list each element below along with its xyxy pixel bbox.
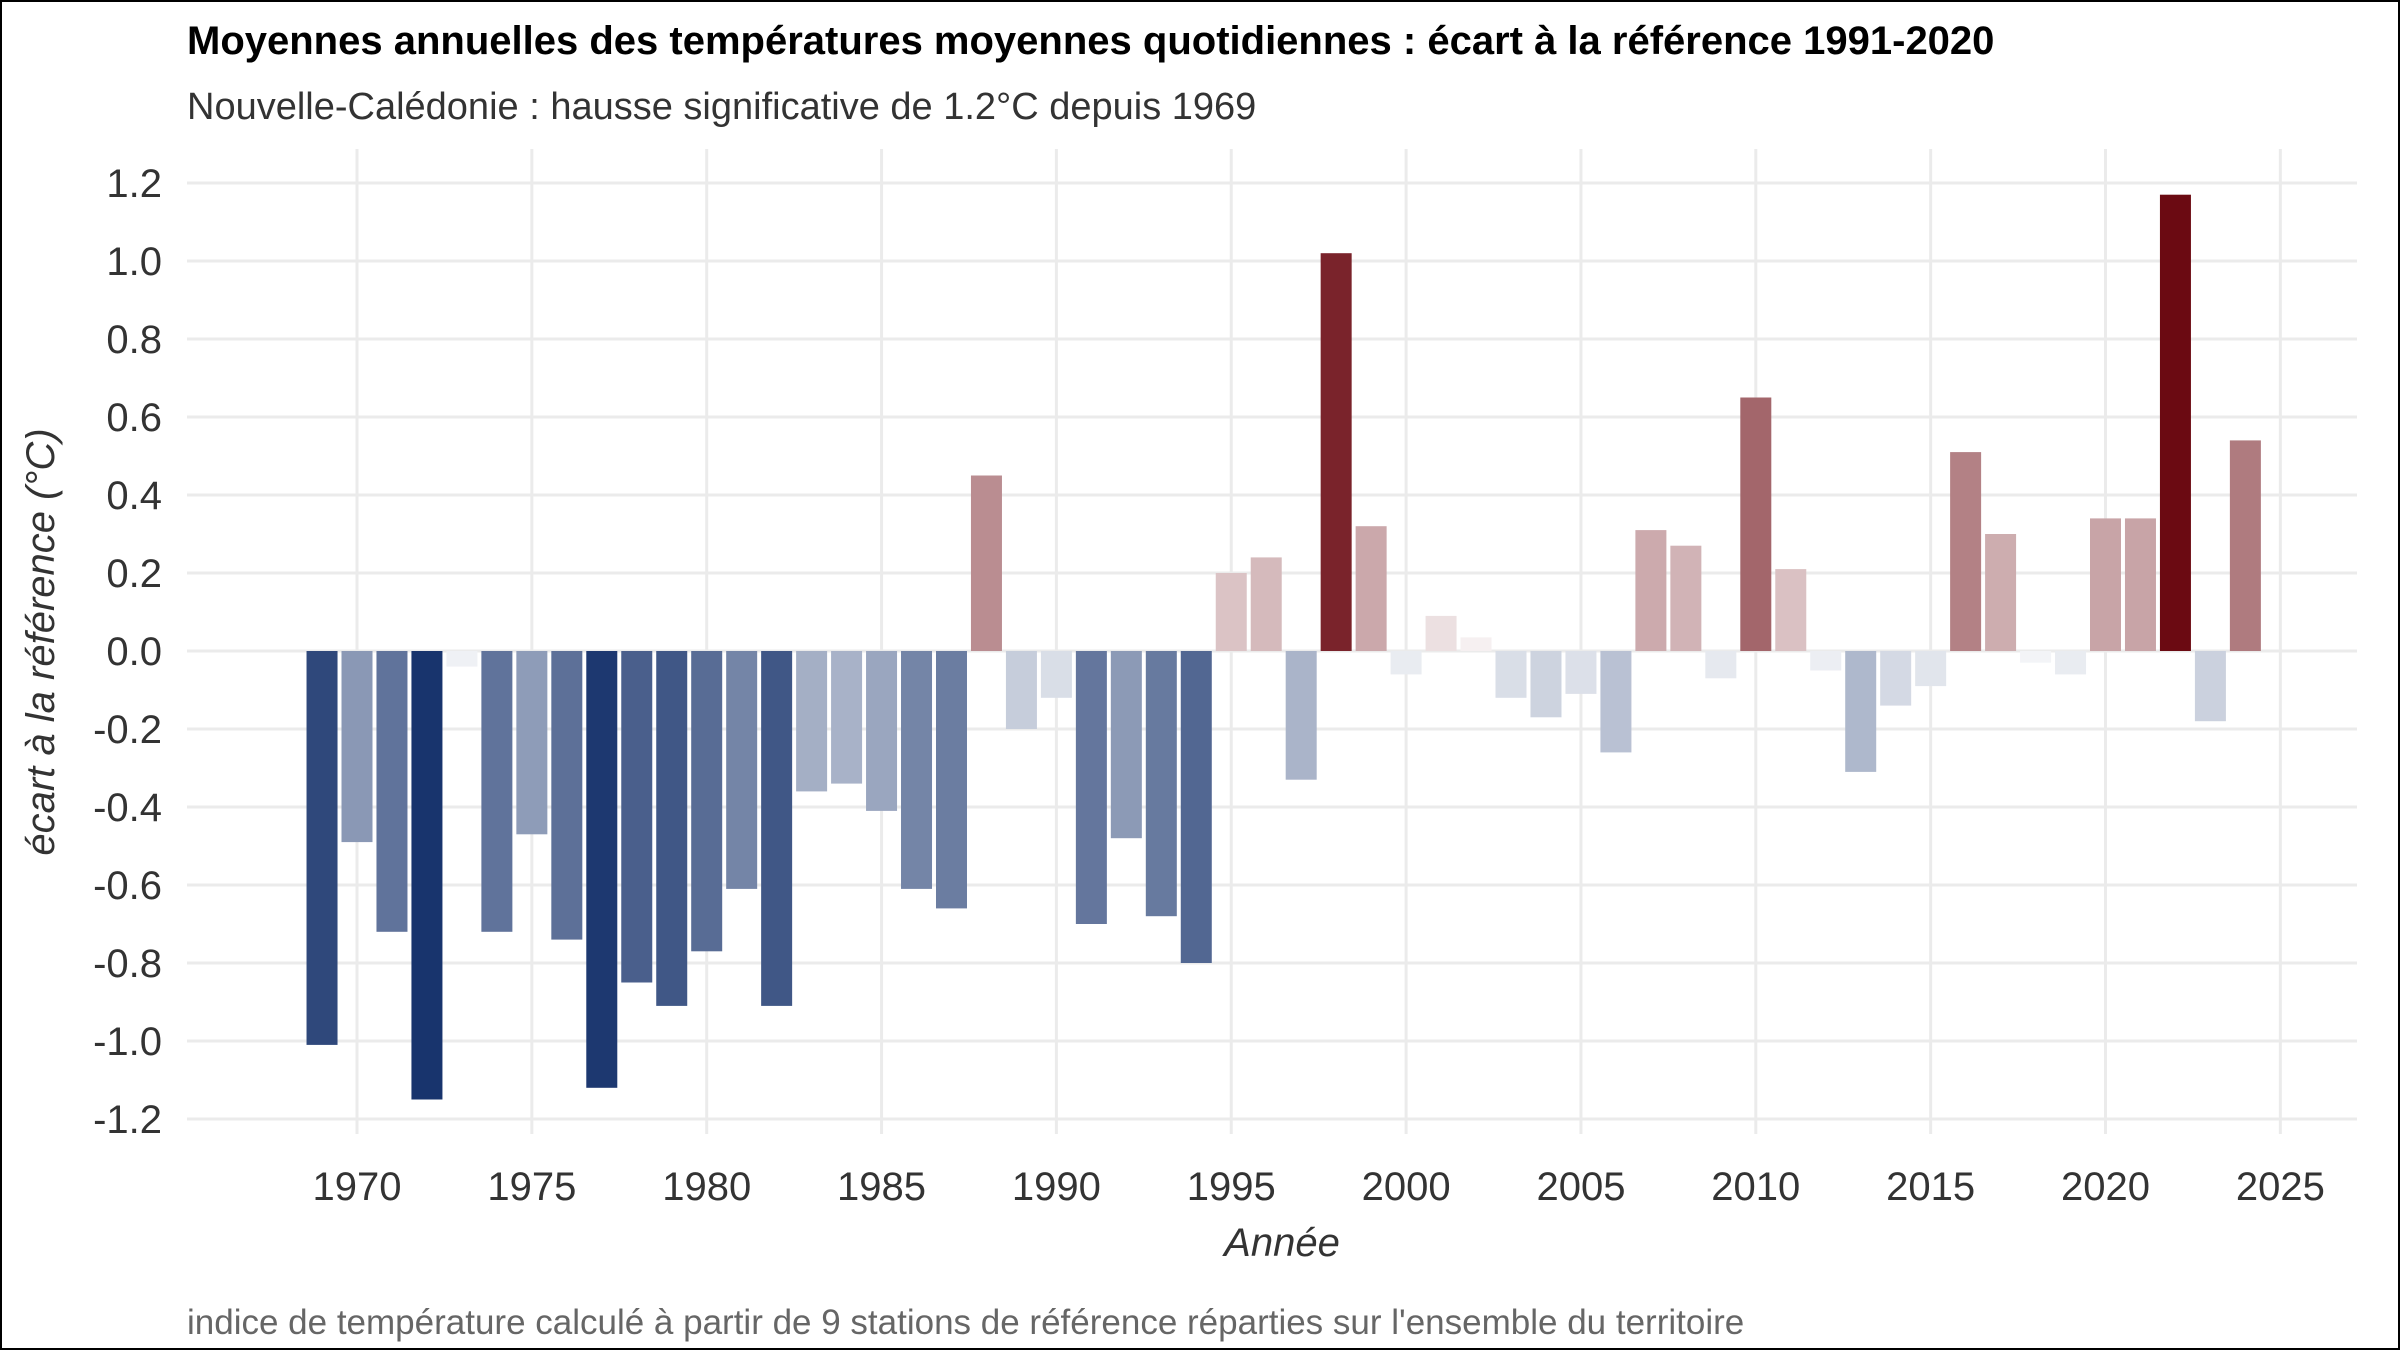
y-tick-label: -0.8	[93, 942, 162, 986]
bar-2014	[1880, 651, 1912, 706]
x-axis-ticks: 1970 1975 1980 1985 1990 1995 2000 2005 2010 2015…	[313, 1165, 2325, 1209]
bar-1986	[901, 651, 933, 889]
bar-2021	[2124, 518, 2156, 651]
chart-title: Moyennes annuelles des températures moye…	[187, 19, 1994, 63]
bar-1988	[970, 475, 1002, 651]
bar-1978	[621, 651, 653, 983]
x-tick-label: 1995	[1187, 1165, 1276, 1209]
bar-2017	[1985, 534, 2017, 651]
bar-1972	[411, 651, 443, 1100]
bar-2000	[1390, 651, 1422, 675]
y-tick-label: 0.2	[106, 552, 162, 596]
bar-1977	[586, 651, 618, 1088]
bar-1998	[1320, 253, 1352, 651]
bar-1979	[656, 651, 688, 1006]
x-tick-label: 1975	[487, 1165, 576, 1209]
y-axis-ticks: 1.2 1.0 0.8 0.6 0.4 0.2 0.0 -0.2 -0.4 -0.6 -0.8 -1.…	[93, 162, 162, 1142]
y-tick-label: 1.2	[106, 162, 162, 206]
bar-2006	[1600, 651, 1632, 753]
bar-2004	[1530, 651, 1562, 718]
bar-2013	[1845, 651, 1877, 772]
chart-subtitle: Nouvelle-Calédonie : hausse significativ…	[187, 86, 1256, 128]
bar-2024	[2229, 440, 2261, 651]
x-tick-label: 2025	[2236, 1165, 2325, 1209]
bar-2001	[1425, 615, 1457, 651]
bar-1991	[1075, 651, 1107, 924]
bars	[306, 194, 2261, 1100]
bar-1981	[726, 651, 758, 889]
bar-2016	[1950, 452, 1982, 651]
bar-2015	[1915, 651, 1947, 687]
bar-2019	[2055, 651, 2087, 675]
x-tick-label: 1990	[1012, 1165, 1101, 1209]
x-tick-label: 2000	[1362, 1165, 1451, 1209]
bar-1993	[1145, 651, 1177, 917]
bar-1971	[376, 651, 408, 932]
bar-1990	[1040, 651, 1072, 698]
y-tick-label: -1.0	[93, 1020, 162, 1064]
bar-2008	[1670, 545, 1702, 651]
bar-1997	[1285, 651, 1317, 780]
bar-1970	[341, 651, 373, 843]
bar-1995	[1215, 573, 1247, 651]
bar-2023	[2194, 651, 2226, 722]
y-tick-label: 0.6	[106, 396, 162, 440]
bar-2018	[2020, 651, 2052, 663]
bar-2005	[1565, 651, 1597, 694]
chart-caption: indice de température calculé à partir d…	[187, 1303, 1744, 1342]
bar-1973	[446, 651, 478, 667]
bar-2010	[1740, 397, 1772, 651]
bar-2007	[1635, 530, 1667, 651]
bar-1983	[796, 651, 828, 792]
x-tick-label: 1970	[313, 1165, 402, 1209]
bar-1989	[1005, 651, 1037, 729]
y-tick-label: -0.2	[93, 708, 162, 752]
bar-1984	[831, 651, 863, 784]
bar-2022	[2159, 194, 2191, 651]
y-tick-label: 0.0	[106, 630, 162, 674]
bar-2012	[1810, 651, 1842, 671]
x-tick-label: 1980	[662, 1165, 751, 1209]
bar-1974	[481, 651, 513, 932]
y-tick-label: -0.6	[93, 864, 162, 908]
bar-2011	[1775, 569, 1807, 651]
y-tick-label: -0.4	[93, 786, 162, 830]
x-axis-label: Année	[1222, 1221, 1340, 1265]
grid	[187, 149, 2357, 1134]
bar-1969	[306, 651, 338, 1045]
bar-1994	[1180, 651, 1212, 963]
bar-1980	[691, 651, 723, 952]
y-tick-label: 1.0	[106, 240, 162, 284]
x-tick-label: 2005	[1536, 1165, 1625, 1209]
bar-1996	[1250, 557, 1282, 651]
bar-1999	[1355, 526, 1387, 651]
y-tick-label: 0.8	[106, 318, 162, 362]
bar-1992	[1110, 651, 1142, 839]
bar-1987	[935, 651, 967, 909]
bar-1982	[761, 651, 793, 1006]
bar-1975	[516, 651, 548, 835]
y-tick-label: 0.4	[106, 474, 162, 518]
bar-2002	[1460, 637, 1492, 651]
bar-2020	[2090, 518, 2121, 651]
x-tick-label: 2015	[1886, 1165, 1975, 1209]
bar-2009	[1705, 651, 1737, 679]
bar-2003	[1495, 651, 1527, 698]
bar-1976	[551, 651, 583, 940]
y-tick-label: -1.2	[93, 1098, 162, 1142]
bar-1985	[866, 651, 898, 811]
x-tick-label: 1985	[837, 1165, 926, 1209]
x-tick-label: 2010	[1711, 1165, 1800, 1209]
y-axis-label: écart à la référence (°C)	[19, 428, 63, 855]
x-tick-label: 2020	[2061, 1165, 2150, 1209]
